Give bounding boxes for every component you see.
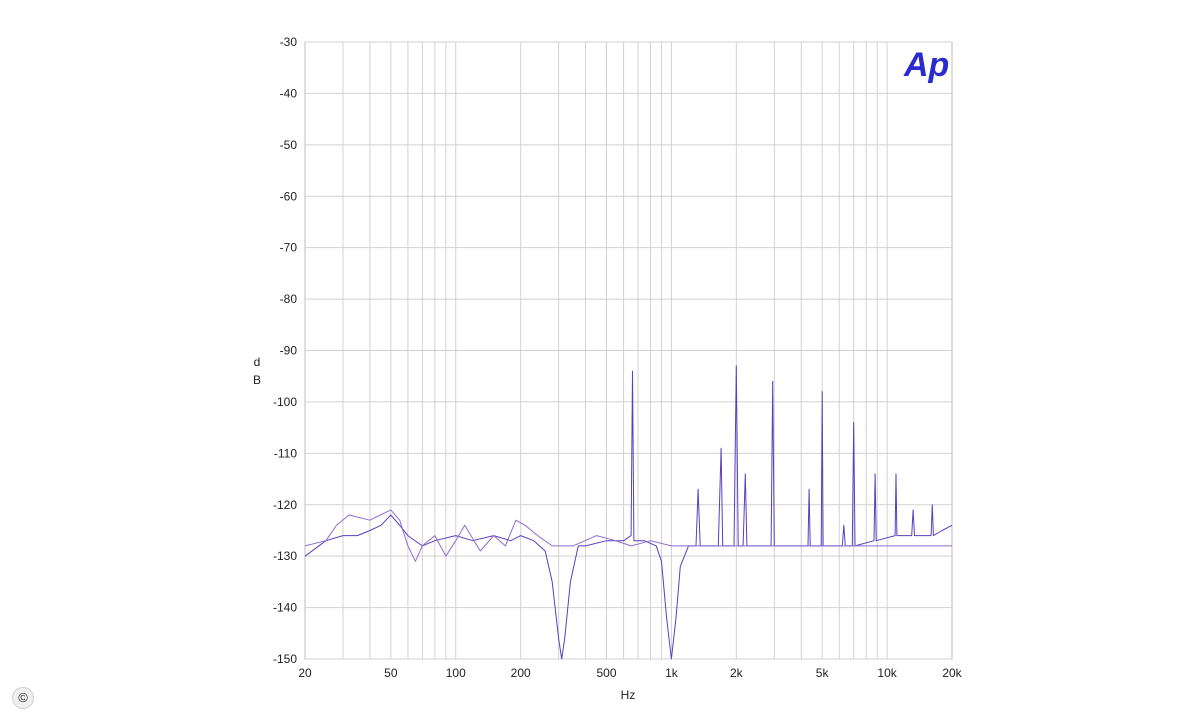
y-tick-label: -40 xyxy=(280,86,298,100)
y-tick-label: -70 xyxy=(280,241,298,255)
x-tick-label: 50 xyxy=(384,666,398,680)
tick-labels: -30 -40 -50 -60 -70 -80 -90 -100 -110 -120 -130 -14… xyxy=(273,35,963,680)
x-tick-label: 20k xyxy=(942,666,962,680)
y-tick-label: -30 xyxy=(280,35,298,49)
y-tick-label: -90 xyxy=(280,344,298,358)
y-tick-label: -140 xyxy=(273,601,297,615)
x-axis-label: Hz xyxy=(621,688,636,702)
x-tick-label: 200 xyxy=(511,666,531,680)
y-tick-label: -60 xyxy=(280,189,298,203)
y-axis-label-part-2: B xyxy=(253,373,261,387)
x-tick-label: 1k xyxy=(665,666,679,680)
x-tick-label: 10k xyxy=(877,666,897,680)
ap-logo: Ap xyxy=(903,46,949,84)
x-tick-label: 100 xyxy=(446,666,466,680)
y-tick-label: -110 xyxy=(274,446,297,460)
y-tick-label: -120 xyxy=(273,498,297,512)
x-tick-label: 500 xyxy=(596,666,616,680)
y-tick-label: -50 xyxy=(280,138,298,152)
series-line-1 xyxy=(304,365,953,660)
series-group xyxy=(304,365,953,660)
y-axis-label-part-1: d xyxy=(254,355,261,369)
y-tick-label: -150 xyxy=(273,652,297,666)
x-tick-label: 2k xyxy=(730,666,744,680)
copyright-icon: © xyxy=(12,687,34,709)
y-tick-label: -80 xyxy=(280,292,298,306)
x-tick-label: 5k xyxy=(816,666,830,680)
y-tick-label: -130 xyxy=(273,549,297,563)
x-tick-label: 20 xyxy=(298,666,312,680)
series-line-2 xyxy=(304,509,952,562)
y-tick-label: -100 xyxy=(273,395,297,409)
